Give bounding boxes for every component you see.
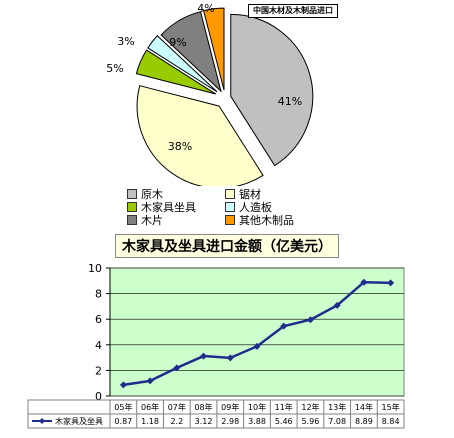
series-point [227, 354, 234, 361]
pie-chart-section: 41% 38% 5% 3% 9% 4% 中国木材及木制品进口 原木 锯材 木家具坐具 人造板 木片… [0, 0, 454, 228]
y-tick-label: 2 [95, 364, 102, 377]
series-point [334, 302, 341, 309]
pie-legend-swatch-1 [225, 189, 235, 199]
pie-legend-label-5: 其他木制品 [239, 212, 294, 228]
data-value-label: 2.2 [170, 417, 183, 426]
series-point [200, 353, 207, 360]
series-point [387, 279, 394, 286]
data-value-label: 0.87 [114, 417, 132, 426]
data-table [28, 400, 404, 428]
data-value-label: 7.08 [328, 417, 346, 426]
x-category-label: 05年 [114, 402, 132, 412]
data-value-label: 8.89 [355, 417, 373, 426]
pie-slice-label-0: 41% [278, 95, 302, 108]
series-point [254, 343, 261, 350]
data-value-label: 1.18 [141, 417, 159, 426]
series-point [147, 377, 154, 384]
series-point [173, 364, 180, 371]
x-category-label: 13年 [328, 402, 346, 412]
series-point [120, 381, 127, 388]
pie-slice-label-3: 3% [117, 35, 134, 48]
data-value-label: 8.84 [382, 417, 400, 426]
x-category-label: 12年 [301, 402, 319, 412]
pie-legend-swatch-5 [225, 215, 235, 225]
x-category-label: 11年 [275, 402, 293, 412]
x-category-label: 09年 [221, 402, 239, 412]
x-category-label: 06年 [141, 402, 159, 412]
pie-legend-swatch-4 [127, 215, 137, 225]
pie-slice-label-4: 9% [169, 36, 186, 49]
y-tick-label: 10 [88, 262, 102, 275]
pie-legend-swatch-2 [127, 202, 137, 212]
data-value-label: 3.12 [195, 417, 213, 426]
pie-slice-label-2: 5% [106, 62, 123, 75]
line-plot-area [110, 268, 404, 396]
pie-legend-item-4: 木片 [127, 212, 163, 228]
pie-chart: 41% 38% 5% 3% 9% 4% [0, 0, 454, 186]
data-value-label: 5.46 [275, 417, 293, 426]
pie-slice-0 [231, 14, 313, 165]
series-point [360, 279, 367, 286]
pie-chart-title: 中国木材及木制品进口 [248, 4, 338, 18]
data-value-label: 3.88 [248, 417, 266, 426]
y-tick-label: 0 [95, 390, 102, 403]
pie-legend-item-5: 其他木制品 [225, 212, 294, 228]
x-category-label: 07年 [168, 402, 186, 412]
data-value-label: 5.96 [302, 417, 320, 426]
y-tick-label: 8 [95, 288, 102, 301]
pie-legend-swatch-3 [225, 202, 235, 212]
x-category-label: 15年 [382, 402, 400, 412]
line-chart-title: 木家具及坐具进口金额（亿美元） [115, 234, 339, 258]
pie-slice-label-1: 38% [168, 140, 192, 153]
data-value-label: 2.98 [221, 417, 239, 426]
y-tick-label: 4 [95, 339, 102, 352]
x-category-label: 10年 [248, 402, 266, 412]
y-tick-label: 6 [95, 313, 102, 326]
series-legend-label: 木家具及坐具 [55, 416, 103, 426]
pie-legend-label-4: 木片 [141, 212, 163, 228]
x-category-label: 08年 [194, 402, 212, 412]
series-point [280, 323, 287, 330]
series-line [123, 282, 390, 385]
line-chart-title-wrap: 木家具及坐具进口金额（亿美元） [0, 234, 454, 258]
pie-legend-swatch-0 [127, 189, 137, 199]
series-point [307, 316, 314, 323]
legend-marker-key [39, 418, 45, 424]
pie-slice-label-5: 4% [197, 2, 214, 15]
x-category-label: 14年 [355, 402, 373, 412]
